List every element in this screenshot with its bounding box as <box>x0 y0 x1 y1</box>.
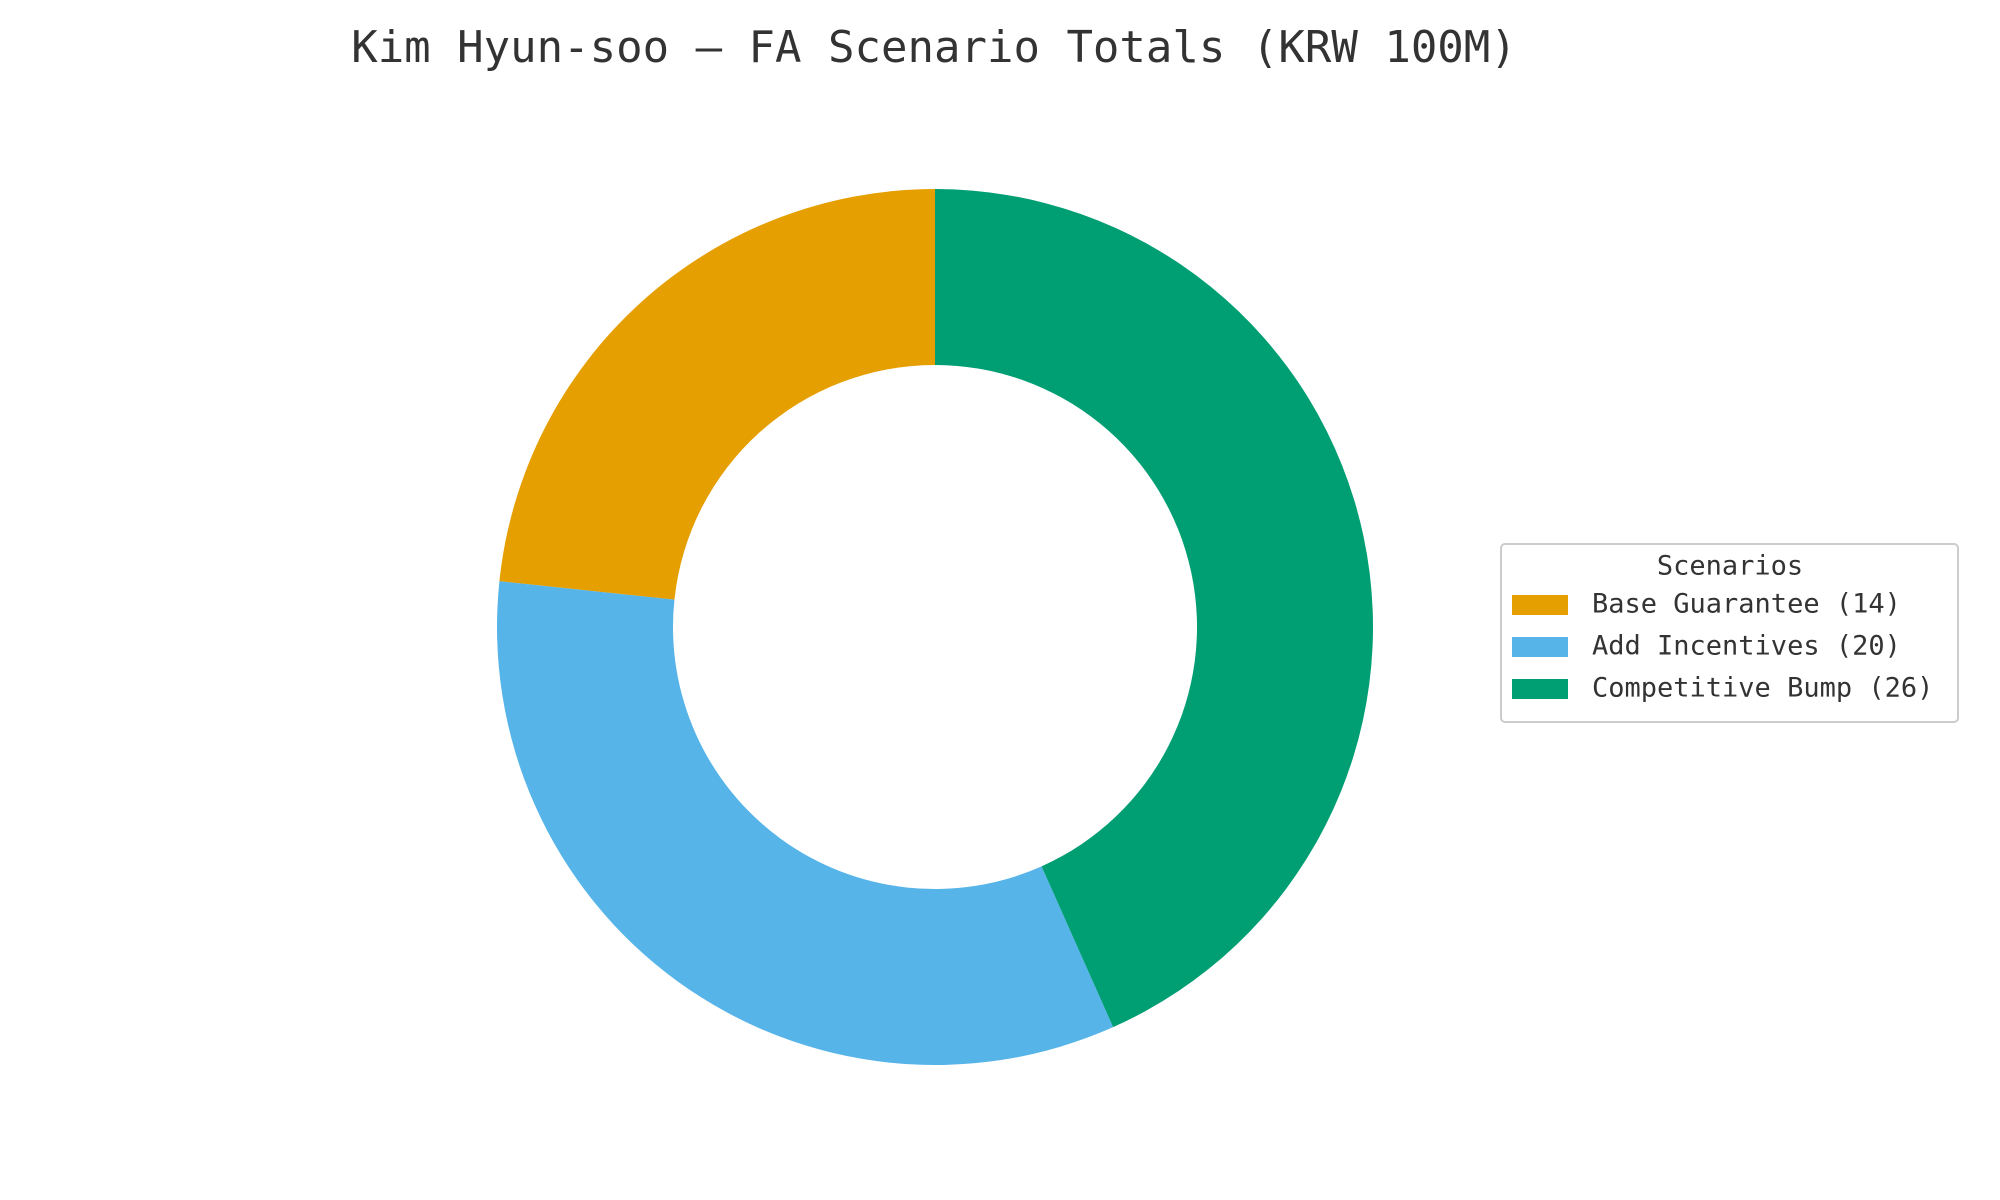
legend-label: Add Incentives (20) <box>1592 631 1901 662</box>
legend-swatch <box>1512 679 1568 699</box>
legend-label: Competitive Bump (26) <box>1592 673 1933 704</box>
legend-swatch <box>1512 637 1568 657</box>
donut-wedge <box>499 189 935 600</box>
legend-label: Base Guarantee (14) <box>1592 589 1901 620</box>
legend-box <box>1500 543 1959 723</box>
donut-wedge <box>497 581 1114 1065</box>
chart-title: Kim Hyun-soo — FA Scenario Totals (KRW 1… <box>351 22 1517 73</box>
legend-swatch <box>1512 595 1568 615</box>
legend-title: Scenarios <box>1657 551 1803 582</box>
donut-wedge <box>935 189 1373 1028</box>
